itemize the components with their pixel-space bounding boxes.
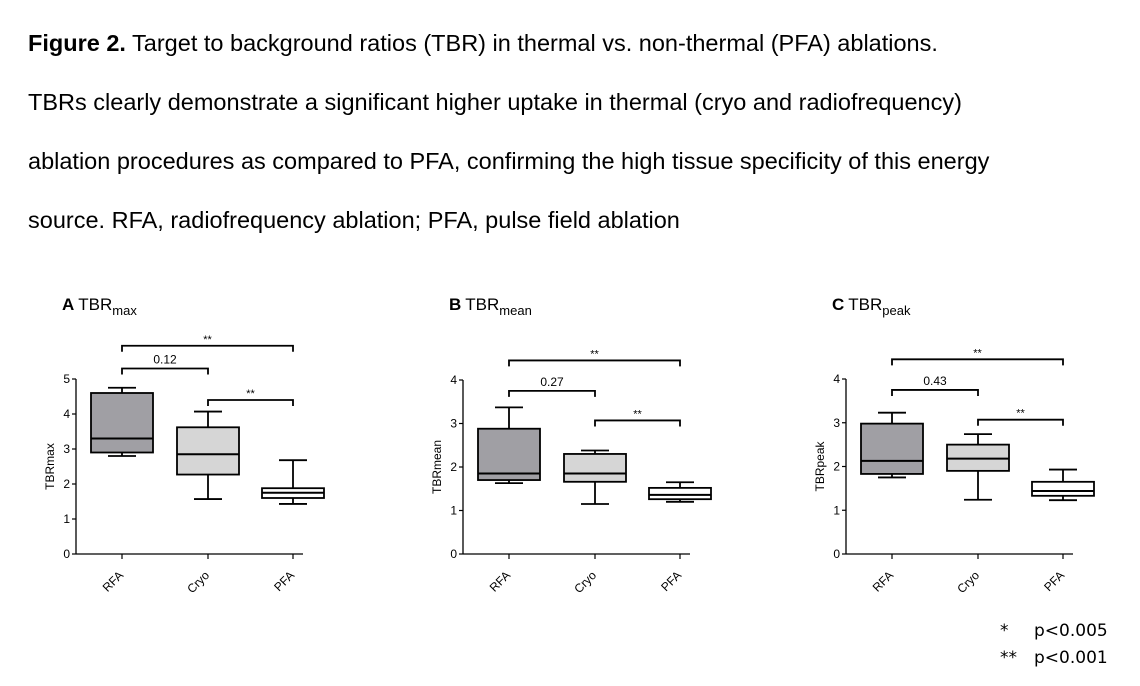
box-pfa: [648, 486, 712, 501]
significance-label: 0.27: [540, 375, 564, 389]
significance-bracket: [977, 418, 1064, 426]
panel-title: A TBRmax: [62, 295, 137, 318]
panel-title-main: TBR: [78, 295, 112, 314]
legend-symbol: **: [1000, 648, 1017, 668]
box-rfa: [860, 422, 924, 475]
significance-label: **: [203, 334, 212, 346]
significance-bracket: [207, 399, 294, 406]
y-tick-label: 3: [450, 417, 457, 431]
caption-text-1: Target to background ratios (TBR) in the…: [125, 30, 938, 56]
significance-bracket: [121, 344, 294, 352]
legend-row-single: * p<0.005: [1000, 618, 1108, 645]
y-tick-label: 2: [833, 460, 840, 474]
x-tick-label: PFA: [271, 568, 297, 594]
panel-title-subscript: mean: [499, 303, 532, 318]
significance-bracket: [594, 419, 681, 427]
y-tick-label: 4: [833, 372, 840, 386]
box-rfa: [90, 392, 154, 454]
x-tick-label: RFA: [870, 568, 896, 594]
significance-label: **: [590, 348, 599, 360]
significance-label: **: [246, 388, 255, 400]
panel-title-main: TBR: [465, 295, 499, 314]
legend-row-double: ** p<0.001: [1000, 645, 1108, 672]
figure-caption: Figure 2. Target to background ratios (T…: [28, 14, 1118, 250]
x-tick-label: Cryo: [184, 568, 212, 596]
x-tick-label: Cryo: [954, 568, 982, 596]
significance-label: 0.43: [923, 374, 947, 388]
panel-title-main: TBR: [848, 295, 882, 314]
caption-line-2: TBRs clearly demonstrate a significant h…: [28, 89, 962, 115]
y-tick-label: 2: [450, 460, 457, 474]
significance-bracket: [891, 389, 979, 396]
panel-letter: A: [62, 295, 74, 314]
y-tick-label: 3: [833, 416, 840, 430]
box-cryo: [176, 426, 240, 476]
y-tick-label: 1: [63, 512, 70, 526]
legend-symbol: *: [1000, 621, 1009, 641]
significance-label: 0.12: [153, 353, 177, 367]
box-pfa: [1031, 480, 1095, 497]
panel-title-subscript: max: [112, 303, 137, 318]
significance-bracket: [121, 367, 209, 375]
x-tick-label: Cryo: [571, 568, 599, 596]
legend-text: p<0.001: [1034, 648, 1108, 668]
y-tick-label: 2: [63, 477, 70, 491]
x-tick-label: PFA: [1041, 568, 1067, 594]
panel-title-subscript: peak: [882, 303, 911, 318]
y-tick-label: 1: [833, 503, 840, 517]
panel-letter: B: [449, 295, 461, 314]
significance-label: **: [1016, 408, 1025, 420]
caption-line-3: ablation procedures as compared to PFA, …: [28, 148, 990, 174]
x-tick-label: RFA: [487, 568, 513, 594]
significance-bracket: [891, 358, 1064, 366]
y-tick-label: 4: [63, 407, 70, 421]
panel-letter: C: [832, 295, 844, 314]
significance-bracket: [508, 389, 596, 397]
figure-label: Figure 2.: [28, 30, 126, 56]
panel-title: C TBRpeak: [832, 295, 911, 318]
caption-line-1: Figure 2. Target to background ratios (T…: [28, 14, 1118, 73]
box-rfa: [477, 427, 541, 481]
y-axis-label: TBRmax: [43, 443, 57, 490]
significance-label: **: [973, 347, 982, 359]
caption-line-4: source. RFA, radiofrequency ablation; PF…: [28, 207, 680, 233]
y-axis-label: TBRpeak: [813, 440, 827, 491]
significance-label: **: [633, 408, 642, 420]
y-axis-label: TBRmean: [430, 440, 444, 494]
y-tick-label: 5: [63, 372, 70, 386]
x-tick-label: RFA: [100, 568, 126, 594]
legend-text: p<0.005: [1034, 621, 1108, 641]
box-cryo: [563, 453, 627, 483]
x-tick-label: PFA: [658, 568, 684, 594]
y-tick-label: 0: [450, 547, 457, 561]
y-tick-label: 4: [450, 373, 457, 387]
y-tick-label: 0: [63, 547, 70, 561]
y-tick-label: 1: [450, 504, 457, 518]
significance-legend: * p<0.005 ** p<0.001: [1000, 618, 1108, 672]
y-tick-label: 0: [833, 547, 840, 561]
significance-bracket: [508, 359, 681, 367]
y-tick-label: 3: [63, 442, 70, 456]
panel-title: B TBRmean: [449, 295, 532, 318]
